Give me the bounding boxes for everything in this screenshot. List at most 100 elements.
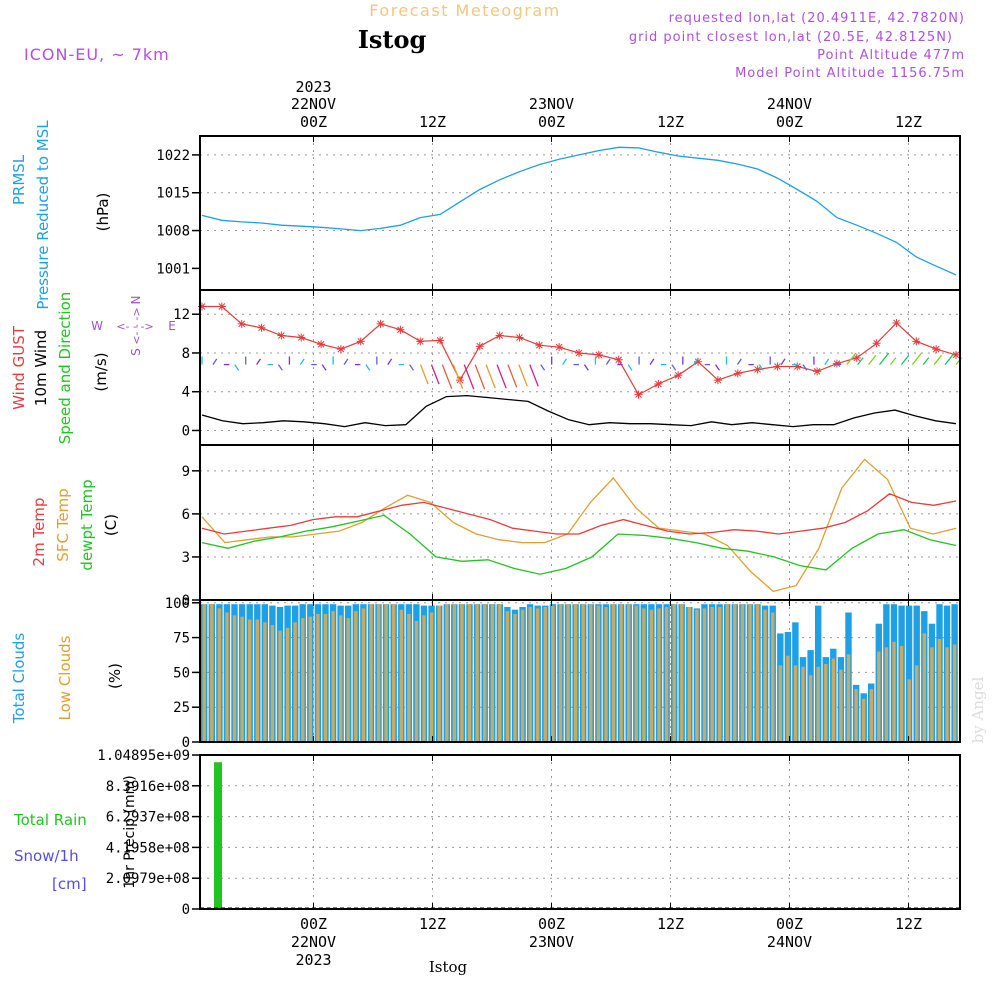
low-cloud-bar-83 — [831, 658, 836, 742]
gust-point-4 — [277, 331, 286, 340]
low-cloud-bar-93 — [907, 679, 911, 742]
low-cloud-bar-36 — [475, 604, 479, 742]
low-cloud-bar-18 — [339, 615, 343, 742]
bottom-date-label-0: 22NOV — [291, 933, 336, 951]
wind-direction-arrow-37 — [605, 358, 611, 365]
bottom-year-label-0: 2023 — [295, 951, 331, 969]
gust-point-35 — [892, 318, 901, 327]
gust-point-38 — [952, 350, 960, 359]
low-cloud-bar-29 — [422, 615, 426, 742]
low-cloud-bar-71 — [740, 604, 745, 742]
credit-watermark: by Angel — [969, 676, 987, 743]
low-cloud-bar-69 — [725, 604, 729, 742]
low-cloud-bar-72 — [748, 604, 752, 742]
gust-point-28 — [753, 365, 762, 374]
bottom-date-label-2: 23NOV — [529, 933, 574, 951]
low-cloud-bar-21 — [361, 608, 366, 742]
low-cloud-bar-58 — [642, 608, 646, 742]
rain-label: Total Rain — [13, 811, 87, 829]
low-cloud-bar-37 — [483, 604, 487, 742]
low-cloud-bar-91 — [892, 641, 896, 742]
low-cloud-bar-92 — [899, 645, 904, 742]
wind-tick-label-1: 4 — [182, 385, 190, 401]
low-cloud-bar-53 — [604, 607, 608, 742]
low-cloud-bar-35 — [467, 604, 472, 742]
gust-point-19 — [575, 348, 583, 357]
low-cloud-bar-64 — [687, 607, 691, 742]
wind-direction-arrow-67 — [933, 354, 943, 365]
direction-label: Speed and Direction — [56, 292, 74, 445]
low-cloud-bar-20 — [354, 611, 358, 742]
gust-point-8 — [356, 337, 365, 346]
temp-unit: (C) — [102, 514, 120, 536]
low-cloud-bar-88 — [869, 689, 873, 742]
wind-direction-arrow-53 — [780, 358, 786, 365]
wind-direction-arrow-49 — [736, 358, 742, 365]
bottom-time-label-5: 12Z — [895, 915, 922, 933]
wind-direction-arrow-19 — [409, 364, 414, 371]
requested-point: requested lon,lat (20.4911E, 42.7820N) — [669, 11, 965, 26]
low-cloud-bar-23 — [376, 604, 381, 742]
pressure-series-line — [201, 146, 957, 276]
compass-ns-arrow: <- - -> — [130, 307, 143, 344]
gust-label: Wind GUST — [10, 325, 28, 410]
low-cloud-bar-26 — [399, 609, 403, 742]
low-cloud-bar-97 — [937, 639, 942, 742]
bottom-date-label-4: 24NOV — [767, 933, 812, 951]
model-altitude: Model Point Altitude 1156.75m — [735, 66, 965, 81]
low-cloud-bar-7 — [255, 619, 259, 742]
low-cloud-bar-52 — [596, 605, 601, 742]
low-cloud-bar-33 — [452, 604, 457, 742]
wind-direction-arrow-11 — [321, 364, 327, 371]
sfc-temp-label: SFC Temp — [54, 488, 72, 561]
wind-direction-arrow-26 — [485, 364, 496, 389]
low-cloud-bar-74 — [763, 609, 767, 742]
low-cloud-bar-81 — [816, 666, 820, 742]
pressure-tick-label-3: 1022 — [156, 148, 190, 164]
gust-point-30 — [793, 362, 802, 371]
gust-point-36 — [912, 337, 921, 346]
low-cloud-bar-41 — [513, 613, 517, 742]
dewpt-label: dewpt Temp — [78, 479, 96, 570]
wind-direction-arrow-62 — [878, 352, 890, 365]
gust-point-9 — [376, 319, 385, 328]
total-cloud-bar-93 — [905, 605, 913, 742]
low-cloud-bar-27 — [407, 613, 411, 742]
compass-e-label: E — [168, 319, 176, 333]
low-cloud-bar-25 — [392, 604, 396, 742]
bottom-time-label-1: 12Z — [419, 915, 446, 933]
low-cloud-bar-65 — [695, 609, 699, 742]
wind-series-line — [201, 394, 957, 428]
gust-point-10 — [396, 325, 405, 334]
low-cloud-bar-90 — [884, 647, 889, 742]
clouds-tick-label-3: 75 — [173, 631, 190, 647]
gust-point-5 — [297, 333, 306, 342]
low-cloud-bar-39 — [498, 604, 502, 742]
low-cloud-bar-63 — [680, 604, 684, 742]
rain-bar-0 — [214, 762, 222, 909]
low-cloud-bar-82 — [824, 664, 828, 742]
gust-point-14 — [475, 342, 484, 351]
low-cloud-bar-6 — [248, 619, 252, 742]
low-cloud-bar-95 — [922, 633, 926, 742]
pressure-unit: (hPa) — [94, 193, 112, 232]
low-cloud-bar-11 — [285, 627, 290, 742]
low-cloud-bar-85 — [846, 654, 851, 742]
low-cloud-bar-56 — [627, 604, 631, 742]
wind-direction-arrow-15 — [365, 364, 371, 371]
gust-point-12 — [436, 336, 445, 345]
wind-direction-arrow-47 — [715, 364, 720, 371]
temp-tick-label-2: 6 — [182, 507, 190, 523]
station-name: Istog — [358, 25, 427, 54]
wind-unit: (m/s) — [92, 352, 110, 391]
gust-point-22 — [634, 390, 643, 399]
low-cloud-bar-38 — [490, 604, 494, 742]
temp2m-label: 2m Temp — [30, 498, 48, 567]
precip-frame — [199, 754, 961, 910]
wind-direction-arrow-43 — [671, 364, 677, 371]
wind-direction-arrow-60 — [857, 357, 864, 365]
low-cloud-bar-1 — [210, 604, 214, 742]
pressure-tick-label-2: 1015 — [156, 186, 190, 202]
gust-point-24 — [674, 371, 683, 380]
